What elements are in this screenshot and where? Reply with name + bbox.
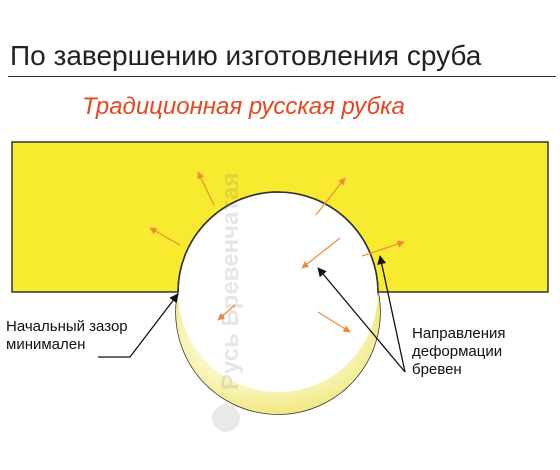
note-initial-gap-line-1: Начальный зазор bbox=[6, 318, 128, 335]
pointer-deformation-b bbox=[377, 255, 406, 373]
arrow-4 bbox=[361, 240, 405, 257]
pointer-lines bbox=[98, 255, 406, 373]
watermark-text: Русь Бревенчатая bbox=[217, 173, 244, 390]
pointer-deformation-a bbox=[317, 267, 406, 373]
page-title: По завершению изготовления сруба bbox=[10, 40, 482, 71]
page-subtitle: Традиционная русская рубка bbox=[82, 93, 405, 120]
arrow-1 bbox=[197, 171, 215, 206]
pointer-initial-gap bbox=[98, 293, 179, 358]
note-deformation-line-3: бревен bbox=[412, 361, 462, 378]
upper-log-beam bbox=[11, 141, 549, 293]
note-deformation-line-2: деформации bbox=[412, 343, 503, 360]
arrow-5 bbox=[301, 237, 341, 269]
arrow-6 bbox=[217, 304, 236, 321]
note-initial-gap: Начальный зазор минимален bbox=[6, 318, 128, 354]
arrow-3 bbox=[149, 227, 181, 246]
arrow-2 bbox=[315, 177, 346, 216]
note-deformation-line-1: Направления bbox=[412, 325, 506, 342]
deformation-arrows bbox=[149, 171, 405, 333]
watermark: Русь Бревенчатая bbox=[212, 173, 244, 432]
note-initial-gap-line-2: минимален bbox=[6, 336, 86, 353]
title-underline bbox=[8, 76, 556, 77]
arrow-7 bbox=[317, 311, 351, 333]
note-deformation-directions: Направления деформации бревен bbox=[412, 325, 506, 379]
